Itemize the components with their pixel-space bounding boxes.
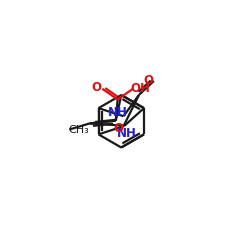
- Text: OH: OH: [130, 82, 150, 95]
- Text: NH: NH: [108, 106, 128, 119]
- Text: CH₃: CH₃: [68, 124, 89, 134]
- Text: O: O: [143, 74, 153, 88]
- Text: NH: NH: [116, 127, 136, 140]
- Text: O: O: [92, 81, 102, 94]
- Text: O: O: [113, 122, 123, 135]
